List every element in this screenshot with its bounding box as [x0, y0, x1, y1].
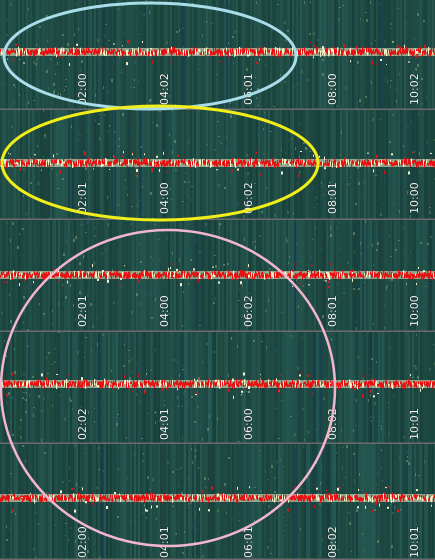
time-tick-label: 06:01 [242, 73, 255, 105]
time-tick-label: 10:02 [408, 73, 421, 105]
panel-5: 02:00 04:01 06:01 08:02 10:01 [0, 444, 435, 560]
panel-3: 02:01 04:00 06:02 08:01 10:00 [0, 220, 435, 332]
time-tick-label: 02:01 [76, 295, 89, 327]
panel-4: 02:02 04:01 06:00 08:02 10:01 [0, 332, 435, 444]
time-tick-label: 10:00 [408, 182, 421, 214]
time-tick-label: 10:00 [408, 295, 421, 327]
time-tick-label: 02:00 [76, 526, 89, 558]
time-tick-label: 08:02 [326, 408, 339, 440]
time-tick-label: 10:01 [408, 408, 421, 440]
time-tick-label: 08:00 [326, 73, 339, 105]
time-tick-label: 04:01 [158, 526, 171, 558]
panel-divider [0, 558, 435, 560]
panel-1: 02:00 04:02 06:01 08:00 10:02 [0, 0, 435, 110]
time-tick-label: 08:02 [326, 526, 339, 558]
time-tick-label: 10:01 [408, 526, 421, 558]
panel-2: 02:01 04:00 06:02 08:01 10:00 [0, 110, 435, 220]
time-tick-label: 04:02 [158, 73, 171, 105]
time-tick-label: 06:02 [242, 182, 255, 214]
time-tick-label: 06:02 [242, 295, 255, 327]
time-tick-label: 02:00 [76, 73, 89, 105]
time-tick-label: 04:00 [158, 182, 171, 214]
time-tick-label: 08:01 [326, 182, 339, 214]
time-tick-label: 06:00 [242, 408, 255, 440]
time-tick-label: 04:00 [158, 295, 171, 327]
time-tick-label: 04:01 [158, 408, 171, 440]
time-tick-label: 02:02 [76, 408, 89, 440]
time-tick-label: 06:01 [242, 526, 255, 558]
time-tick-label: 08:01 [326, 295, 339, 327]
time-tick-label: 02:01 [76, 182, 89, 214]
